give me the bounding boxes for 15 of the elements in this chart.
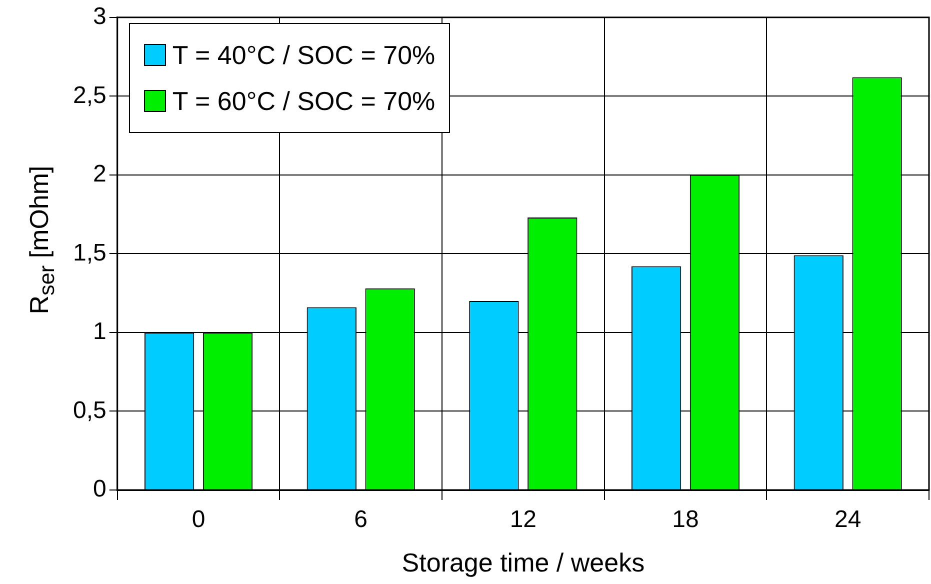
y-tick-label: 0,5 <box>72 396 106 424</box>
y-tick-label: 2,5 <box>72 82 106 109</box>
y-tick-label: 3 <box>93 3 106 30</box>
x-tick-label: 6 <box>354 506 368 534</box>
y-tick-label: 1,5 <box>72 239 106 266</box>
x-tick-label: 18 <box>672 506 699 534</box>
x-tick-label: 12 <box>510 506 537 534</box>
y-tick-label: 1 <box>93 318 106 346</box>
legend-label: T = 60°C / SOC = 70% <box>172 86 436 117</box>
x-tick-label: 24 <box>834 506 862 534</box>
x-axis-title: Storage time / weeks <box>402 548 645 578</box>
y-tick-label: 2 <box>93 160 106 188</box>
legend-label: T = 40°C / SOC = 70% <box>172 40 436 71</box>
y-tick-label: 0 <box>93 476 106 503</box>
x-tick-label: 0 <box>192 506 206 534</box>
